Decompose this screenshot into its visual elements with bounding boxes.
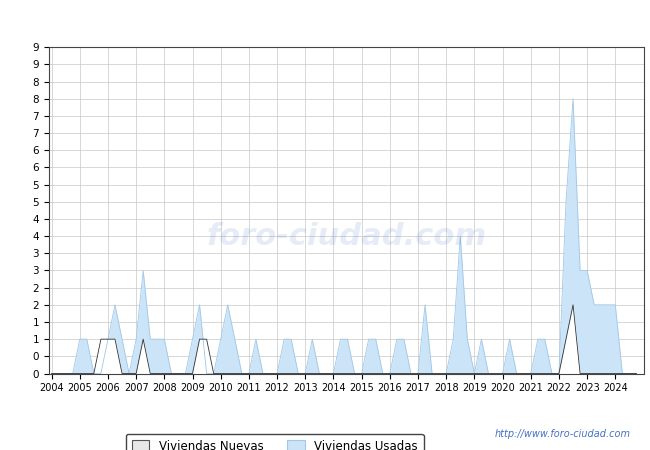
Text: Carboneros - Evolucion del Nº de Transacciones Inmobiliarias: Carboneros - Evolucion del Nº de Transac… xyxy=(101,14,549,29)
Text: http://www.foro-ciudad.com: http://www.foro-ciudad.com xyxy=(495,429,630,439)
Text: foro-ciudad.com: foro-ciudad.com xyxy=(206,222,486,251)
Legend: Viviendas Nuevas, Viviendas Usadas: Viviendas Nuevas, Viviendas Usadas xyxy=(125,434,424,450)
